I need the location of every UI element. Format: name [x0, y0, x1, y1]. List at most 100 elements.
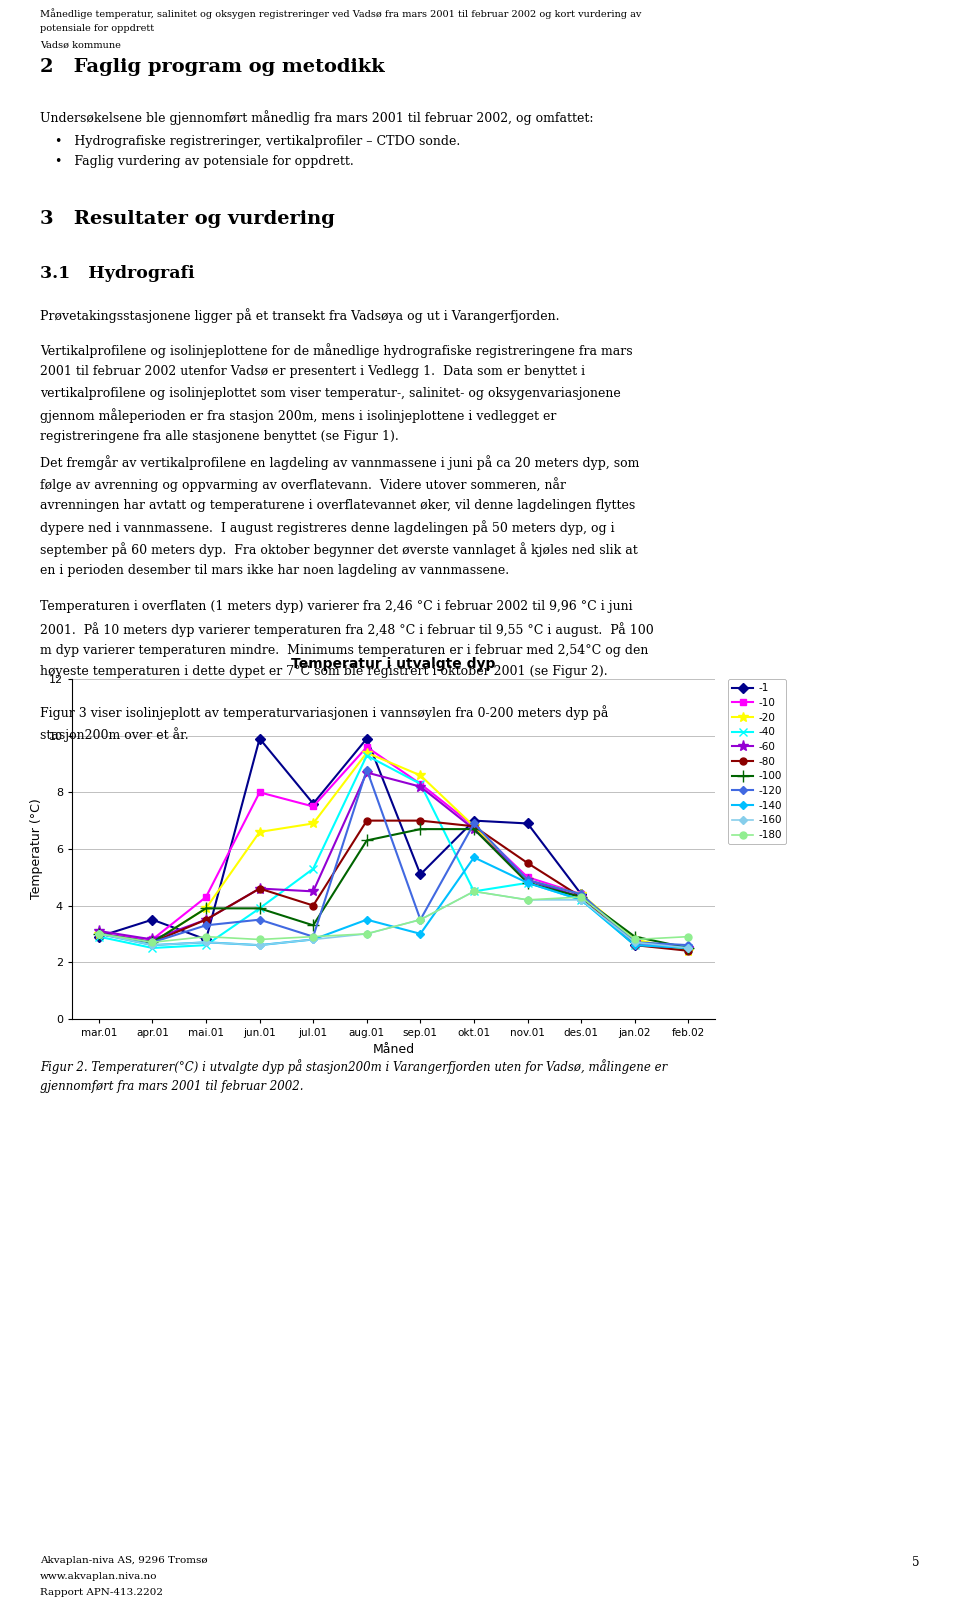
-40 [575, 889, 587, 909]
Line: -140: -140 [96, 855, 691, 951]
-80 [253, 880, 265, 899]
-80 [683, 941, 694, 960]
-160 [253, 935, 265, 954]
Text: 3.1   Hydrografi: 3.1 Hydrografi [40, 265, 195, 281]
-100 [147, 933, 158, 952]
-40 [253, 899, 265, 918]
-1 [253, 729, 265, 749]
-80 [361, 812, 372, 831]
-20 [468, 817, 480, 836]
-120 [522, 870, 534, 889]
-60 [147, 930, 158, 949]
-1 [468, 812, 480, 831]
-100 [575, 888, 587, 907]
-140 [575, 889, 587, 909]
-40 [361, 745, 372, 765]
-40 [629, 935, 640, 954]
-20 [575, 884, 587, 904]
Text: Figur 2. Temperaturer(°C) i utvalgte dyp på stasjon200m i Varangerfjorden uten f: Figur 2. Temperaturer(°C) i utvalgte dyp… [40, 1059, 667, 1074]
-140 [361, 910, 372, 930]
-60 [683, 938, 694, 957]
-100 [307, 915, 319, 935]
Line: -60: -60 [93, 766, 694, 954]
-60 [629, 933, 640, 952]
Text: Vertikalprofilene og isolinjeplottene for de månedlige hydrografiske registrerin: Vertikalprofilene og isolinjeplottene fo… [40, 343, 633, 357]
-60 [93, 922, 105, 941]
-80 [468, 817, 480, 836]
-120 [147, 933, 158, 952]
Text: september på 60 meters dyp.  Fra oktober begynner det øverste vannlaget å kjøles: september på 60 meters dyp. Fra oktober … [40, 542, 638, 558]
-120 [683, 935, 694, 954]
-180 [468, 881, 480, 901]
Title: Temperatur i utvalgte dyp: Temperatur i utvalgte dyp [292, 657, 495, 671]
Text: 2   Faglig program og metodikk: 2 Faglig program og metodikk [40, 58, 385, 76]
Text: avrenningen har avtatt og temperaturene i overflatevannet øker, vil denne lagdel: avrenningen har avtatt og temperaturene … [40, 498, 636, 511]
-120 [93, 923, 105, 943]
Text: Figur 3 viser isolinjeplott av temperaturvariasjonen i vannsøylen fra 0-200 mete: Figur 3 viser isolinjeplott av temperatu… [40, 705, 609, 720]
-160 [361, 923, 372, 943]
-60 [522, 870, 534, 889]
-140 [629, 935, 640, 954]
-140 [683, 938, 694, 957]
-180 [253, 930, 265, 949]
-80 [522, 854, 534, 873]
-80 [201, 910, 212, 930]
-20 [522, 870, 534, 889]
Line: -120: -120 [96, 766, 691, 948]
-100 [683, 938, 694, 957]
-20 [415, 766, 426, 786]
X-axis label: Måned: Måned [372, 1043, 415, 1056]
-120 [415, 910, 426, 930]
-1 [361, 729, 372, 749]
-10 [93, 923, 105, 943]
-60 [361, 763, 372, 783]
Line: -10: -10 [95, 744, 692, 951]
-1 [629, 935, 640, 954]
Text: en i perioden desember til mars ikke har noen lagdeling av vannmassene.: en i perioden desember til mars ikke har… [40, 564, 510, 577]
-180 [93, 923, 105, 943]
Text: gjennomført fra mars 2001 til februar 2002.: gjennomført fra mars 2001 til februar 20… [40, 1080, 303, 1093]
-140 [253, 935, 265, 954]
-10 [307, 797, 319, 817]
-60 [253, 880, 265, 899]
-180 [201, 927, 212, 946]
-100 [253, 899, 265, 918]
-100 [415, 820, 426, 839]
Text: Vadsø kommune: Vadsø kommune [40, 40, 121, 50]
-80 [147, 933, 158, 952]
-40 [147, 938, 158, 957]
-40 [201, 935, 212, 954]
-20 [93, 923, 105, 943]
-160 [201, 933, 212, 952]
-160 [629, 933, 640, 952]
-20 [361, 744, 372, 763]
Line: -160: -160 [96, 889, 691, 951]
-120 [629, 933, 640, 952]
Text: Det fremgår av vertikalprofilene en lagdeling av vannmassene i juni på ca 20 met: Det fremgår av vertikalprofilene en lagd… [40, 454, 639, 471]
Line: -80: -80 [95, 817, 692, 954]
-20 [683, 941, 694, 960]
-1 [93, 927, 105, 946]
-60 [468, 820, 480, 839]
-40 [415, 775, 426, 794]
-20 [147, 933, 158, 952]
-160 [93, 923, 105, 943]
-140 [93, 923, 105, 943]
Text: følge av avrenning og oppvarming av overflatevann.  Videre utover sommeren, når: følge av avrenning og oppvarming av over… [40, 477, 566, 492]
Text: m dyp varierer temperaturen mindre.  Minimums temperaturen er i februar med 2,54: m dyp varierer temperaturen mindre. Mini… [40, 644, 649, 657]
-40 [522, 873, 534, 893]
-160 [522, 889, 534, 909]
-80 [629, 935, 640, 954]
Text: høyeste temperaturen i dette dypet er 7°C som ble registrert i oktober 2001 (se : høyeste temperaturen i dette dypet er 7°… [40, 666, 608, 679]
-60 [575, 888, 587, 907]
-10 [201, 888, 212, 907]
-20 [307, 813, 319, 833]
Legend: -1, -10, -20, -40, -60, -80, -100, -120, -140, -160, -180: -1, -10, -20, -40, -60, -80, -100, -120,… [728, 679, 786, 844]
-20 [201, 899, 212, 918]
-10 [253, 783, 265, 802]
-160 [415, 910, 426, 930]
Line: -1: -1 [95, 736, 692, 951]
-80 [93, 923, 105, 943]
-140 [415, 923, 426, 943]
-100 [93, 923, 105, 943]
